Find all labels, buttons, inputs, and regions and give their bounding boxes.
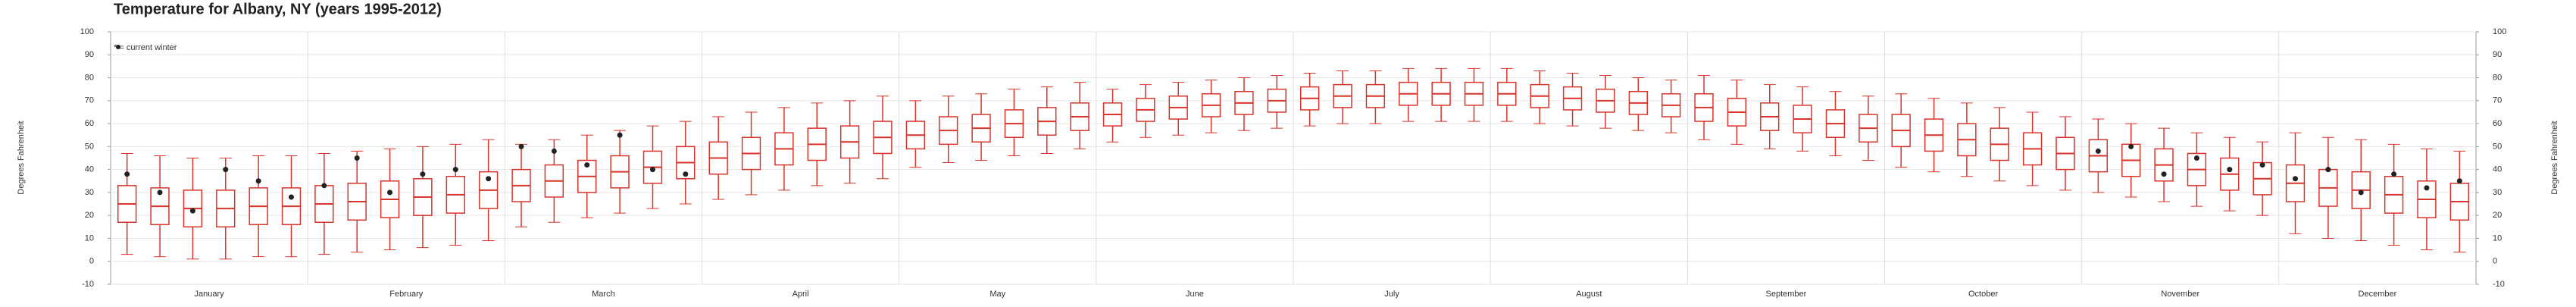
current-winter-point	[387, 190, 393, 196]
current-winter-point	[288, 194, 294, 200]
legend-marker	[116, 45, 120, 49]
current-winter-point	[223, 167, 229, 173]
y-tick-label: 20	[85, 211, 94, 220]
current-winter-point	[255, 178, 261, 184]
y2-tick-label: 10	[2493, 233, 2502, 243]
y2-tick-label: -10	[2493, 280, 2505, 289]
y-tick-label: 50	[85, 142, 94, 151]
current-winter-point	[354, 155, 360, 161]
current-winter-point	[2424, 185, 2430, 191]
y2-tick-label: 70	[2493, 96, 2502, 105]
current-winter-point	[2391, 171, 2397, 177]
y-tick-label: 60	[85, 119, 94, 128]
current-winter-point	[551, 148, 557, 154]
current-winter-point	[157, 190, 163, 196]
x-tick-label: December	[2359, 290, 2397, 299]
y2-tick-label: 50	[2493, 142, 2502, 151]
current-winter-point	[584, 162, 590, 168]
y-tick-label: 80	[85, 73, 94, 82]
x-tick-label: July	[1384, 290, 1399, 299]
x-tick-label: April	[792, 290, 809, 299]
y-tick-label: 40	[85, 165, 94, 174]
current-winter-point	[2325, 167, 2331, 173]
y-axis-label: Degrees Fahrenheit	[17, 121, 26, 194]
x-tick-label: October	[1968, 290, 1998, 299]
y-tick-label: 10	[85, 233, 94, 243]
x-tick-label: June	[1186, 290, 1204, 299]
y-tick-label: 30	[85, 188, 94, 197]
current-winter-point	[2227, 167, 2233, 173]
x-tick-label: May	[989, 290, 1005, 299]
y2-tick-label: 90	[2493, 50, 2502, 59]
current-winter-point	[2456, 178, 2462, 184]
current-winter-point	[2259, 162, 2265, 168]
current-winter-point	[2161, 171, 2167, 177]
current-winter-point	[321, 183, 327, 189]
current-winter-point	[2193, 155, 2199, 161]
x-tick-label: August	[1576, 290, 1602, 299]
y-tick-label: -10	[82, 280, 94, 289]
current-winter-point	[617, 132, 623, 138]
current-winter-point	[2358, 190, 2364, 196]
y-tick-label: 90	[85, 50, 94, 59]
y2-tick-label: 0	[2493, 257, 2497, 266]
y2-tick-label: 60	[2493, 119, 2502, 128]
x-tick-label: September	[1766, 290, 1807, 299]
current-winter-point	[2293, 176, 2299, 182]
current-winter-point	[2095, 148, 2101, 154]
y2-tick-label: 20	[2493, 211, 2502, 220]
chart-title: Temperature for Albany, NY (years 1995-2…	[114, 1, 442, 17]
y-tick-label: 0	[89, 257, 94, 266]
x-tick-label: March	[592, 290, 615, 299]
y-tick-label: 100	[80, 27, 94, 36]
y2-tick-label: 80	[2493, 73, 2502, 82]
current-winter-point	[486, 176, 492, 182]
y2-tick-label: 30	[2493, 188, 2502, 197]
y2-tick-label: 40	[2493, 165, 2502, 174]
x-tick-label: February	[389, 290, 424, 299]
current-winter-point	[124, 171, 130, 177]
y2-tick-label: 100	[2493, 27, 2506, 36]
current-winter-point	[518, 143, 524, 149]
current-winter-point	[189, 208, 195, 214]
y2-axis-label: Degrees Fahrenheit	[2550, 121, 2559, 194]
current-winter-point	[452, 167, 458, 173]
current-winter-point	[420, 171, 426, 177]
legend-label: * = current winter	[114, 43, 177, 52]
x-tick-label: January	[195, 290, 225, 299]
current-winter-point	[2128, 143, 2134, 149]
x-tick-label: November	[2161, 290, 2199, 299]
current-winter-point	[649, 167, 655, 173]
y-tick-label: 70	[85, 96, 94, 105]
current-winter-point	[683, 171, 689, 177]
